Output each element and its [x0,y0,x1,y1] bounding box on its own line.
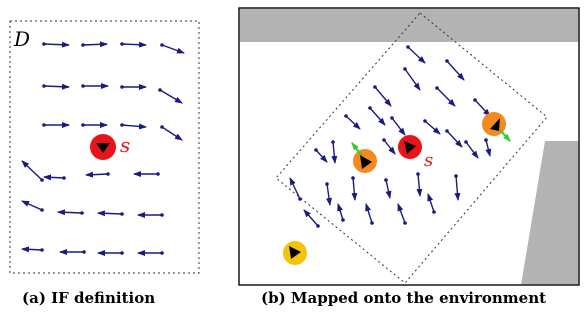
field-vector [369,107,386,126]
field-vector [474,99,491,117]
field-vector [351,177,358,201]
field-vector [97,210,123,217]
agent-heading-icon [289,246,301,259]
mapped-domain-boundary [275,12,548,284]
field-vector [424,120,441,135]
field-vector [21,246,43,253]
agent-heading-icon [490,118,500,131]
heading-arrow [499,129,511,142]
field-vector [436,87,456,107]
field-vector [303,209,319,227]
field-vector [365,203,373,224]
field-vector [85,171,109,178]
source-heading-icon [96,143,110,153]
caption-panel-b: (b) Mapped onto the environment [261,289,547,307]
field-vector [385,179,392,199]
agent-heading-icon [360,155,372,169]
field-vector [43,83,70,90]
field-vector [57,209,83,216]
panel-b-environment: s [238,7,580,286]
field-vector [121,41,147,48]
field-vector [404,68,421,91]
field-vector [43,41,70,48]
field-vector [465,141,479,159]
right-wall-obstacle [521,141,579,285]
field-vector [21,200,43,211]
field-vector [331,141,338,164]
field-vector [383,139,396,155]
agent-orange-2 [482,112,511,142]
field-vector [397,203,406,224]
field-vector [159,89,183,104]
field-vector [21,160,43,181]
field-vector [374,86,392,107]
domain-boundary [9,20,200,274]
agent-yellow [283,241,307,265]
field-vector [289,177,301,200]
field-vector [161,126,183,141]
caption-panel-a: (a) IF definition [22,289,156,307]
field-vector [326,183,332,206]
field-vector [82,41,108,48]
field-vector [391,117,406,136]
vector-field-a [21,41,185,256]
field-vector [454,175,461,201]
source-heading-icon [404,141,416,154]
agent-orange-1 [351,142,377,173]
field-vector [161,44,185,54]
field-vector [416,173,423,197]
panel-a-if-definition: D s [9,20,200,274]
field-vector [446,130,463,148]
field-vector [345,115,361,130]
field-vector [315,149,328,163]
field-vector [446,60,465,81]
vector-field-b [289,45,492,228]
field-vector [43,174,65,181]
source-marker [90,134,116,160]
source-marker-mapped [398,135,422,159]
field-vector [407,46,426,64]
domain-label: D [13,27,30,51]
field-vector [337,203,344,221]
heading-arrow [351,142,363,157]
field-vector [121,123,147,130]
source-label-mapped: s [424,150,433,171]
field-vector [427,193,435,213]
field-vector [485,139,492,157]
source-label: s [120,133,130,157]
